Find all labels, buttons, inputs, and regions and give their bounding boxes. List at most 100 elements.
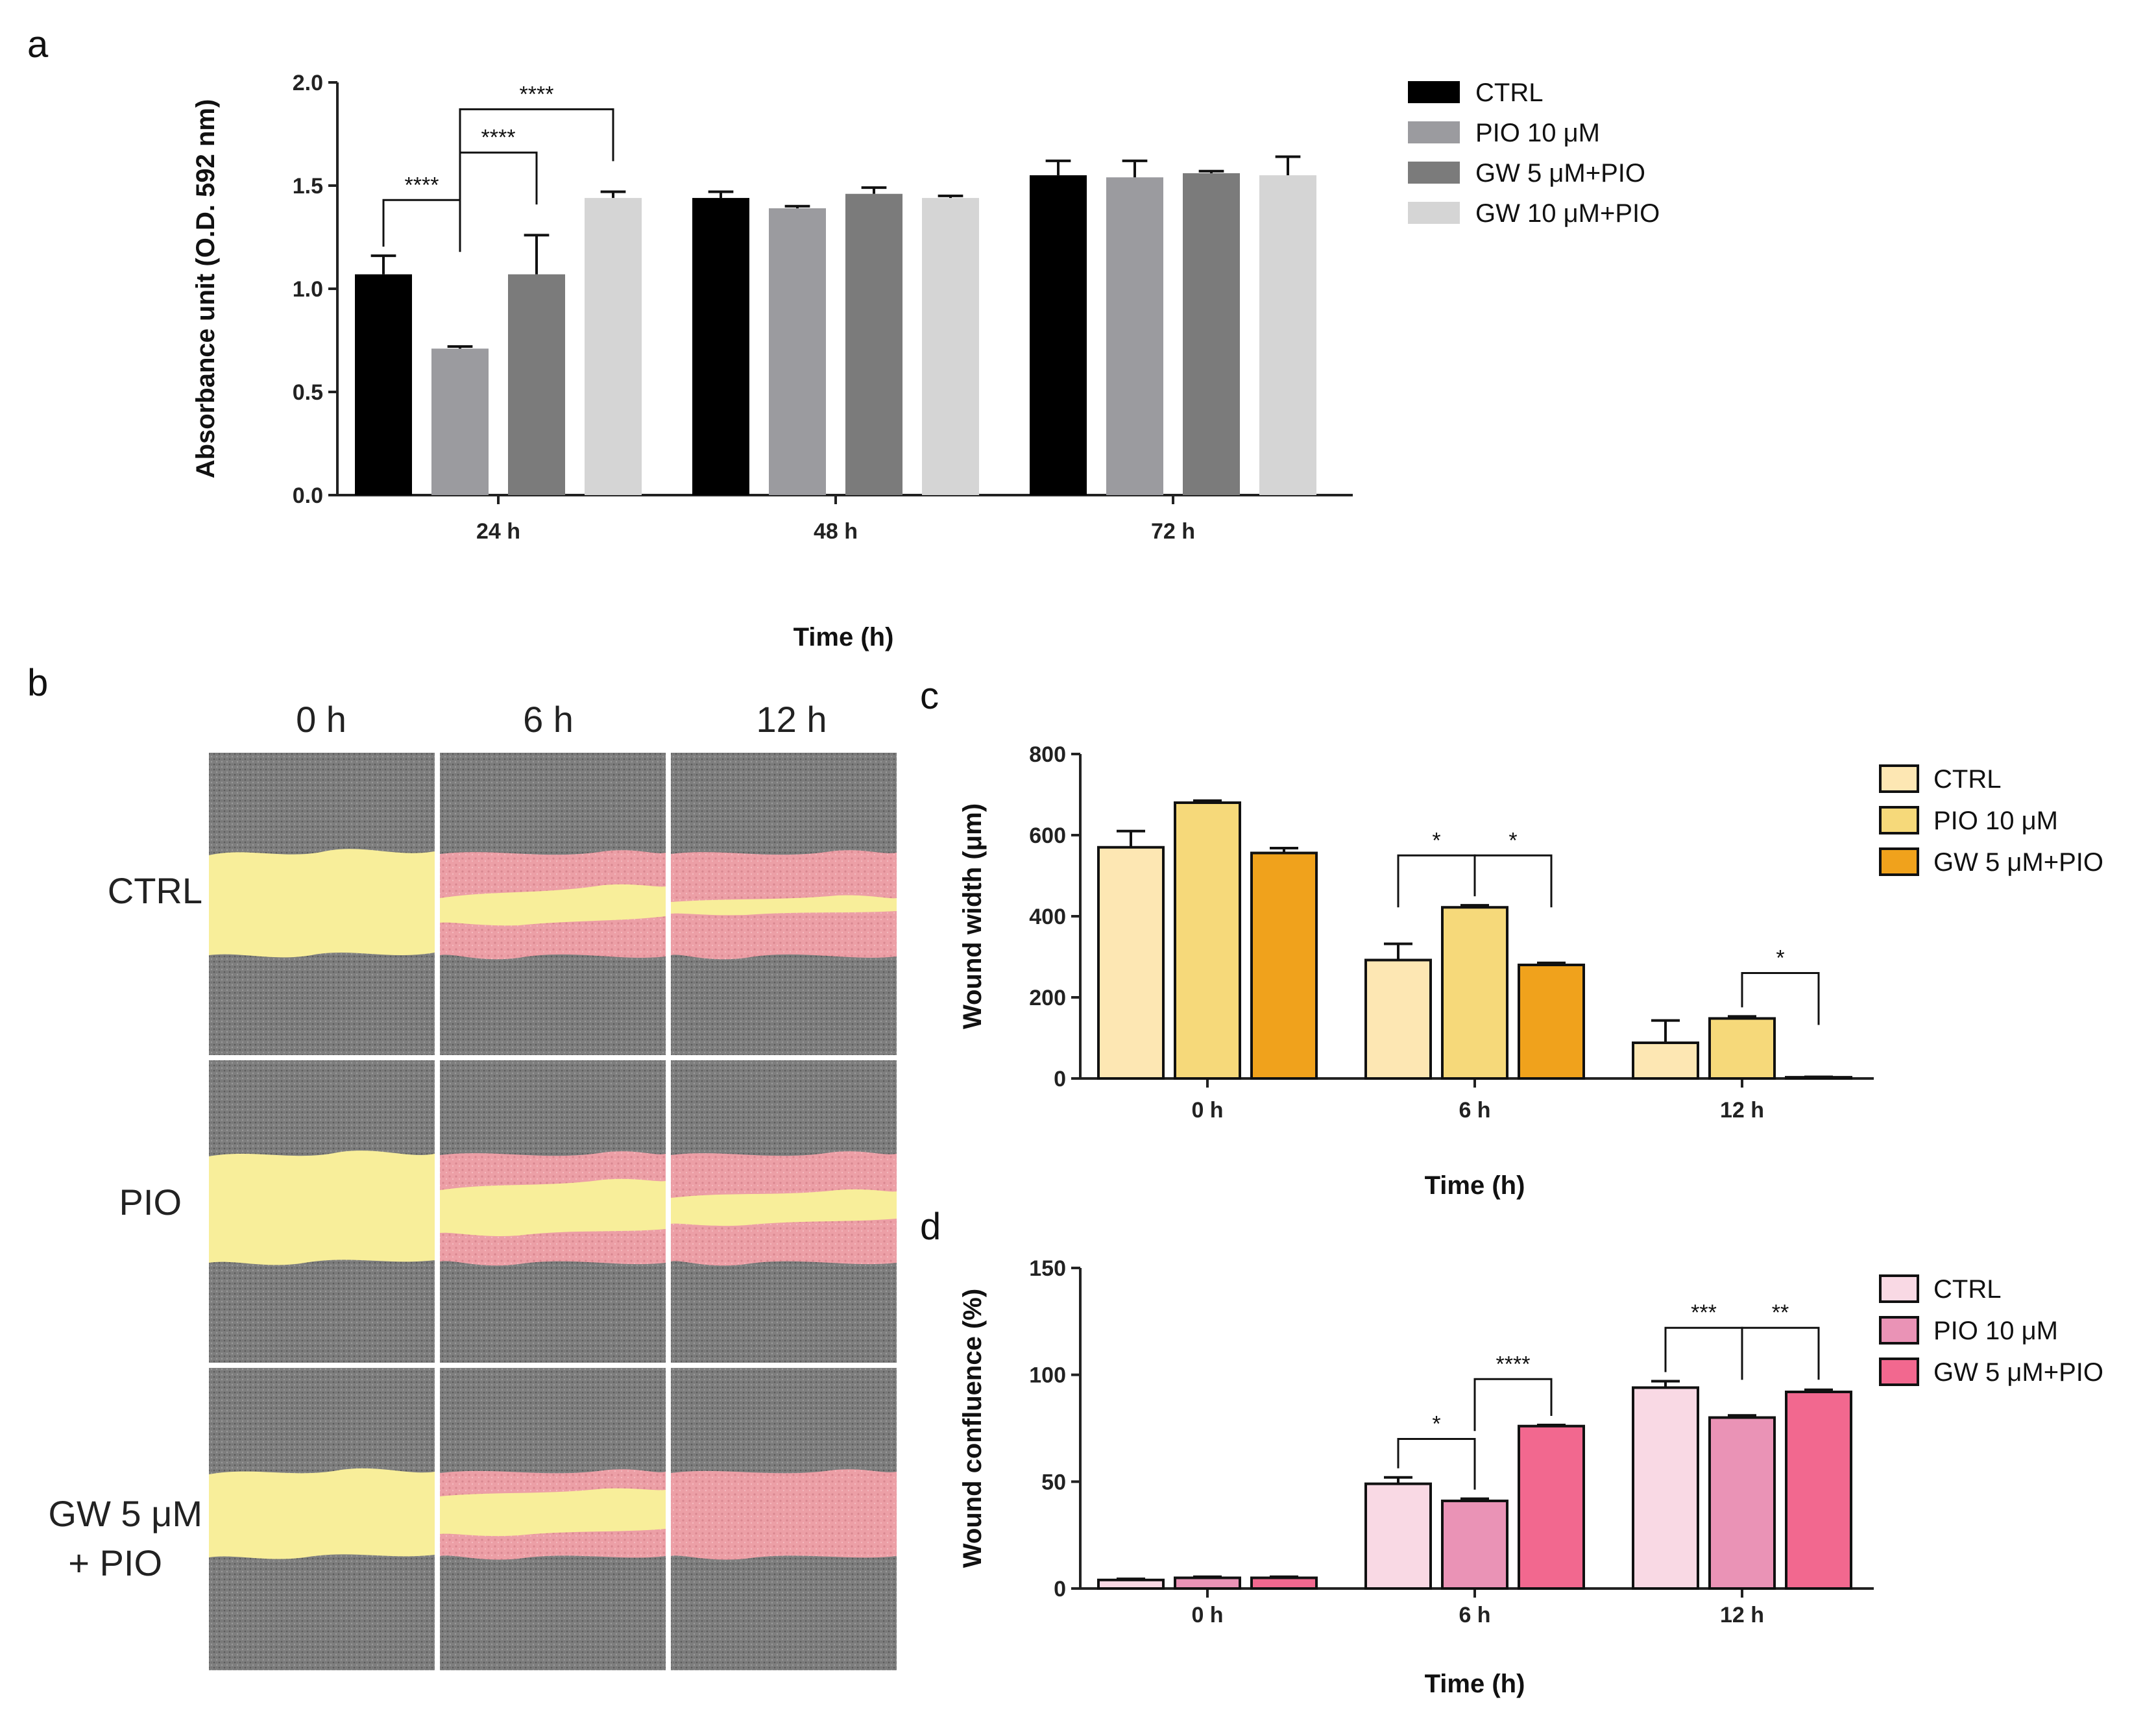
legend-label-d-ctrl: CTRL [1933,1275,2001,1304]
micro-row-pio2: + PIO [68,1542,162,1583]
chart-d-wound-confluence: 0 50 100 150 0 h 6 h 12 h Wound confluence (%) T… [958,1256,2103,1698]
x-tick-label-12-h: 12 h [1720,1098,1764,1123]
y-tick-label: 0 [1054,1577,1066,1601]
bar-d-gw-5-m-pio-6-h [1518,1424,1585,1590]
panel-label-b: b [27,662,48,704]
bar-d-gw-5-m-pio-0-h [1250,1576,1318,1590]
x-axis-label-a: Time (h) [793,623,894,651]
bar-d-ctrl-0-h [1097,1578,1165,1590]
chart-a-absorbance: 0.0 0.5 1.0 1.5 2.0 24 h 48 h 72 h Absorbance un… [191,71,1660,651]
bar-a-ctrl-24-h [355,274,412,495]
significance-bracket [382,199,461,252]
y-tick-label: 2.0 [293,71,323,95]
y-tick-label: 1.5 [293,174,323,199]
significance-label: **** [520,82,554,106]
y-tick-label: 0.5 [293,380,323,405]
significance-label: **** [1496,1352,1531,1376]
y-tick-label: 200 [1029,986,1066,1010]
significance-label: **** [481,125,516,150]
significance-label: * [1508,828,1517,853]
bar-d-pio-10-m-12-h [1708,1416,1776,1590]
bar-a-pio-10-m-72-h [1106,177,1163,495]
x-axis-label-d: Time (h) [1425,1670,1525,1698]
y-tick-label: 50 [1041,1470,1066,1494]
y-tick-label: 150 [1029,1256,1066,1281]
significance-bracket [1741,972,1820,1025]
significance-label: **** [405,173,439,197]
legend-label-a-ctrl: CTRL [1475,79,1543,107]
micro-row-ctrl: CTRL [108,870,202,911]
x-tick-label-6-h: 6 h [1459,1603,1490,1627]
legend-swatch-d-pio-10-m [1879,1316,1919,1345]
x-tick-label-0-h: 0 h [1191,1603,1223,1627]
significance-bracket [459,151,538,205]
bar-c-ctrl-0-h [1097,846,1165,1080]
bar-c-pio-10-m-6-h [1441,906,1508,1080]
bar-a-gw-10-m-pio-72-h [1259,175,1316,495]
bar-d-ctrl-6-h [1364,1482,1432,1590]
bar-a-pio-10-m-24-h [431,348,489,495]
legend-swatch-a-gw-10-m-pio [1408,202,1460,224]
panel-label-c: c [920,675,939,717]
bar-a-gw-5-m-pio-72-h [1183,173,1240,495]
significance-bracket [1473,1378,1553,1431]
significance-label: ** [1772,1300,1789,1325]
y-tick-label: 800 [1029,742,1066,767]
legend-swatch-c-pio-10-m [1879,806,1919,834]
bar-c-gw-5-m-pio-6-h [1518,964,1585,1080]
micrograph-grid: 0 h 6 h 12 h CTRL PIO GW 5 μM + PIO [48,699,897,1670]
y-axis-label-a: Absorbance unit (O.D. 592 nm) [191,99,220,479]
legend-swatch-a-ctrl [1408,81,1460,103]
legend-swatch-a-gw-5-m-pio [1408,162,1460,184]
x-tick-label-0-h: 0 h [1191,1098,1223,1123]
significance-bracket [1397,1437,1476,1490]
y-axis-label-d: Wound confluence (%) [958,1289,987,1568]
x-tick-label-72-h: 72 h [1151,519,1195,544]
legend-swatch-c-gw-5-m-pio [1879,847,1919,876]
significance-bracket [1664,1326,1743,1380]
significance-bracket [1473,854,1553,908]
bar-c-pio-10-m-0-h [1174,801,1241,1080]
bar-d-ctrl-12-h [1632,1386,1699,1590]
legend-label-c-gw-5-m-pio: GW 5 μM+PIO [1933,848,2103,877]
x-axis-label-c: Time (h) [1425,1171,1525,1200]
significance-label: * [1776,946,1784,971]
panel-label-d: d [920,1206,941,1248]
significance-label: *** [1691,1300,1717,1325]
y-tick-label: 0.0 [293,483,323,508]
micro-col-0h: 0 h [296,699,346,740]
x-tick-label-48-h: 48 h [814,519,858,544]
legend-label-a-gw-10-m-pio: GW 10 μM+PIO [1475,199,1660,228]
micro-row-pio: PIO [119,1182,182,1223]
bar-a-ctrl-72-h [1030,175,1087,495]
bar-a-gw-5-m-pio-48-h [845,193,902,495]
micro-row-gw: GW 5 μM [48,1493,202,1534]
significance-bracket [459,108,614,162]
significance-label: * [1432,828,1440,853]
y-tick-label: 0 [1054,1067,1066,1091]
y-tick-label: 100 [1029,1363,1066,1388]
bar-d-pio-10-m-6-h [1441,1499,1508,1590]
bar-c-ctrl-6-h [1364,958,1432,1080]
legend-label-c-ctrl: CTRL [1933,765,2001,794]
x-tick-label-24-h: 24 h [476,519,520,544]
bar-a-ctrl-48-h [692,198,749,495]
bar-a-gw-10-m-pio-24-h [585,198,642,495]
legend-swatch-c-ctrl [1879,764,1919,793]
bar-c-ctrl-12-h [1632,1041,1699,1080]
legend-label-d-gw-5-m-pio: GW 5 μM+PIO [1933,1358,2103,1387]
legend-label-c-pio-10-m: PIO 10 μM [1933,807,2058,835]
legend-swatch-d-ctrl [1879,1274,1919,1303]
bar-a-gw-10-m-pio-48-h [922,198,979,495]
bar-a-gw-5-m-pio-24-h [508,274,565,495]
bar-c-gw-5-m-pio-0-h [1250,851,1318,1080]
significance-bracket [1741,1326,1820,1380]
legend-label-a-gw-5-m-pio: GW 5 μM+PIO [1475,159,1645,188]
bar-d-pio-10-m-0-h [1174,1576,1241,1590]
significance-bracket [1397,854,1476,908]
significance-label: * [1432,1411,1440,1436]
bar-a-pio-10-m-48-h [769,208,826,495]
legend-swatch-d-gw-5-m-pio [1879,1358,1919,1386]
y-tick-label: 1.0 [293,277,323,302]
